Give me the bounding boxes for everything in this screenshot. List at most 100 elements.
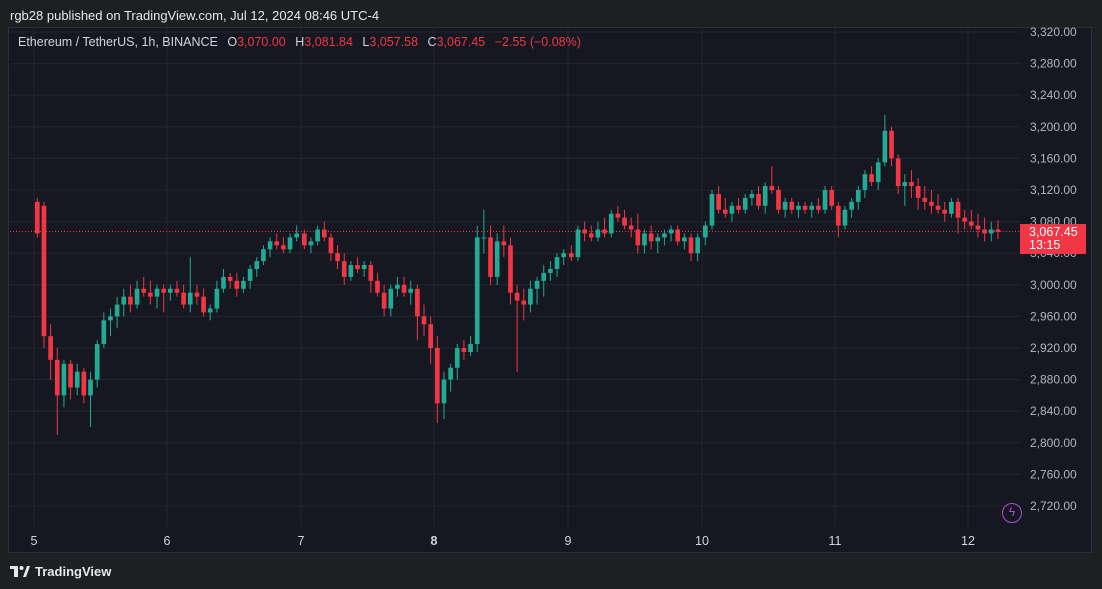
candle	[949, 197, 954, 218]
candle	[355, 257, 360, 273]
candle	[167, 284, 173, 301]
candle	[528, 280, 533, 313]
candle	[548, 261, 553, 281]
candle	[287, 233, 293, 254]
price-tick-label: 2,840.00	[1030, 404, 1077, 418]
candle	[729, 201, 735, 222]
candle	[348, 261, 354, 281]
candle	[554, 253, 560, 277]
candle	[328, 233, 334, 262]
candle	[655, 233, 661, 254]
candle	[602, 217, 607, 238]
candle	[809, 201, 815, 218]
price-tick-label: 3,320.00	[1030, 25, 1077, 39]
candle	[41, 201, 47, 348]
candle	[148, 280, 153, 305]
time-tick-label: 10	[695, 534, 709, 548]
tradingview-logo[interactable]: TradingView	[10, 564, 111, 579]
candle	[48, 324, 53, 380]
candle	[81, 367, 87, 404]
candle	[955, 197, 961, 234]
candle	[561, 249, 567, 266]
legend-low-value: 3,057.58	[369, 35, 419, 49]
chart-area[interactable]	[8, 27, 1092, 553]
candle	[749, 190, 755, 206]
candle	[221, 269, 226, 293]
candle	[361, 261, 367, 277]
candle	[648, 225, 654, 250]
legend-close-value: 3,067.45	[436, 35, 486, 49]
candle	[922, 186, 928, 210]
footer-brand: TradingView	[35, 564, 112, 579]
candle	[688, 233, 694, 262]
time-tick-label: 7	[298, 534, 305, 548]
candle	[789, 197, 795, 214]
candle	[915, 178, 921, 210]
candle	[662, 229, 667, 246]
candle	[534, 276, 540, 305]
candle	[942, 201, 948, 222]
candle	[882, 114, 888, 167]
candle	[134, 280, 140, 309]
tradingview-logo-icon	[10, 566, 30, 577]
candle	[782, 197, 788, 218]
price-tick-label: 2,800.00	[1030, 436, 1077, 450]
candle	[241, 276, 246, 293]
candle	[995, 220, 1001, 239]
price-tick-label: 2,720.00	[1030, 499, 1077, 513]
candle	[247, 265, 253, 289]
candle	[121, 288, 127, 317]
price-tick-label: 2,760.00	[1030, 467, 1077, 481]
current-price-tag: 3,067.45 13:15	[1020, 223, 1086, 254]
candle	[461, 340, 467, 360]
price-tick-label: 3,120.00	[1030, 183, 1077, 197]
candle	[702, 221, 708, 246]
candles	[34, 114, 1001, 435]
price-tick-label: 3,240.00	[1030, 88, 1077, 102]
candle	[341, 253, 347, 285]
legend-high-value: 3,081.84	[304, 35, 353, 49]
candle	[174, 280, 180, 297]
legend-open-value: 3,070.00	[237, 35, 286, 49]
candle	[675, 225, 681, 246]
candle	[181, 284, 186, 309]
legend-high-label: H	[295, 35, 305, 49]
time-axis: 5 6 7 8 9 10 11 12	[31, 534, 975, 548]
candle	[835, 201, 841, 238]
legend-close-label: C	[427, 35, 437, 49]
candle	[521, 288, 527, 321]
candle	[261, 245, 266, 266]
candle	[822, 186, 828, 214]
candle	[541, 265, 547, 297]
candle	[267, 237, 273, 258]
candle	[187, 257, 193, 313]
candle	[709, 190, 715, 230]
candle	[514, 284, 520, 372]
candle	[54, 348, 60, 435]
candle	[635, 213, 641, 254]
candle	[756, 186, 761, 210]
candle	[595, 221, 601, 242]
time-tick-label: 9	[565, 534, 572, 548]
candle	[816, 197, 821, 214]
candle	[61, 359, 67, 408]
candle	[161, 284, 167, 313]
legend-open-label: O	[227, 35, 238, 49]
lightning-bolt-icon[interactable]: ϟ	[1002, 503, 1022, 523]
candle	[448, 363, 453, 392]
candle	[988, 221, 994, 242]
candle	[829, 186, 835, 210]
candle	[201, 288, 206, 317]
candle	[895, 154, 901, 194]
candle	[862, 170, 868, 198]
published-header: rgb28 published on TradingView.com, Jul …	[10, 8, 380, 23]
price-tick-label: 2,960.00	[1030, 309, 1077, 323]
candle	[214, 280, 220, 313]
candle	[141, 276, 147, 297]
candle	[962, 209, 968, 230]
legend-symbol: Ethereum / TetherUS, 1h, BINANCE	[18, 35, 218, 49]
candle	[568, 245, 574, 262]
time-tick-label: 6	[164, 534, 171, 548]
candle	[869, 166, 874, 187]
